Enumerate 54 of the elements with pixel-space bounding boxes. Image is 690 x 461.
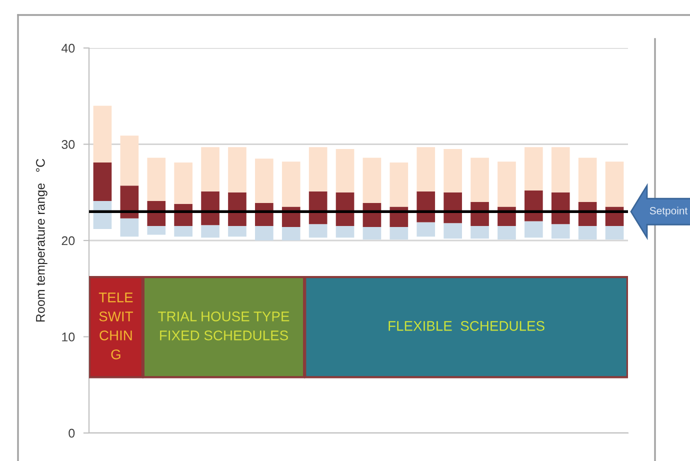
bar xyxy=(120,186,139,218)
bar xyxy=(444,192,462,224)
y-tick-label: 40 xyxy=(61,44,75,53)
bar xyxy=(524,147,543,190)
bar xyxy=(390,162,408,207)
bar xyxy=(147,226,166,235)
bar xyxy=(201,147,220,192)
y-axis-title: Room temperature range °C xyxy=(36,158,48,322)
bar xyxy=(524,221,543,238)
y-tick-label: 10 xyxy=(62,332,75,342)
bar xyxy=(174,162,192,204)
bar xyxy=(201,225,220,238)
bar xyxy=(498,162,516,207)
bar xyxy=(174,226,192,237)
bar xyxy=(551,224,570,239)
y-tick-label: 0 xyxy=(68,428,75,438)
bar xyxy=(228,192,246,226)
bar xyxy=(605,162,624,207)
bar xyxy=(228,226,246,237)
bar xyxy=(578,226,597,240)
bar xyxy=(362,227,382,240)
ref-line-label: Setpoint xyxy=(650,206,688,216)
bar xyxy=(336,149,354,192)
annotation: TELE SWIT CHIN G xyxy=(98,292,133,360)
bar xyxy=(282,227,300,240)
bar xyxy=(362,158,382,203)
bar xyxy=(470,226,489,239)
bar xyxy=(308,147,328,192)
bar xyxy=(444,149,462,192)
bar xyxy=(147,158,166,202)
bar xyxy=(120,136,139,186)
bar xyxy=(308,224,328,238)
annotation: FLEXIBLE SCHEDULES xyxy=(388,321,544,331)
bar xyxy=(416,147,436,192)
bar xyxy=(255,158,274,203)
bar xyxy=(282,162,300,207)
bar xyxy=(444,223,462,239)
y-tick-label: 20 xyxy=(62,236,75,246)
bar xyxy=(390,227,408,240)
bar xyxy=(578,158,597,202)
bar xyxy=(416,222,436,237)
bar xyxy=(120,218,139,237)
bar xyxy=(228,147,246,192)
bar xyxy=(255,226,274,240)
bar xyxy=(551,147,570,192)
bar xyxy=(201,191,220,226)
bar xyxy=(470,158,489,202)
annotation: TRIAL HOUSE TYPE FIXED SCHEDULES xyxy=(158,312,290,340)
bar xyxy=(336,226,354,238)
bar xyxy=(93,106,112,163)
bar xyxy=(498,226,516,240)
bar xyxy=(605,226,624,240)
y-tick-label: 30 xyxy=(62,140,75,149)
bar xyxy=(93,162,112,202)
